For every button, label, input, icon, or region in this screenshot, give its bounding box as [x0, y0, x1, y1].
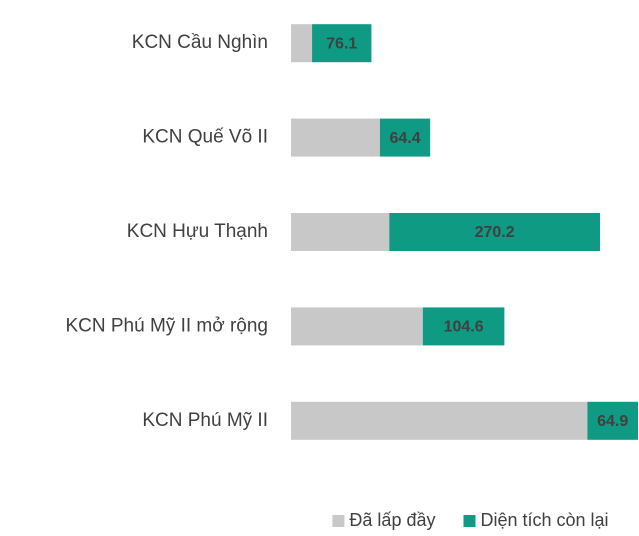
data-label: 64.4 [389, 130, 420, 147]
category-label: KCN Cầu Nghìn [132, 32, 268, 53]
data-label: 64.9 [597, 413, 628, 430]
bar-segment [291, 401, 588, 440]
data-label: 270.2 [475, 224, 515, 241]
legend-swatch [332, 515, 345, 527]
bar-segment [291, 24, 313, 63]
bar-segment [379, 118, 431, 157]
data-label: 104.6 [444, 319, 484, 336]
legend-label: Đã lấp đầy [349, 510, 435, 530]
category-label: KCN Phú Mỹ II [142, 410, 268, 431]
bar-segment [312, 24, 372, 63]
data-label: 76.1 [326, 35, 357, 52]
bar-segment [291, 213, 390, 251]
bar-segment [291, 118, 380, 157]
category-label: KCN Phú Mỹ II mở rộng [65, 315, 268, 336]
bar-segment [389, 213, 601, 251]
bar-segment [291, 307, 423, 346]
bar-segment [422, 307, 505, 346]
legend-swatch [463, 515, 476, 527]
category-label: KCN Quế Võ II [142, 127, 268, 148]
bar-segment [587, 401, 638, 440]
category-label: KCN Hựu Thạnh [127, 221, 268, 242]
legend-label: Diện tích còn lại [480, 510, 608, 530]
